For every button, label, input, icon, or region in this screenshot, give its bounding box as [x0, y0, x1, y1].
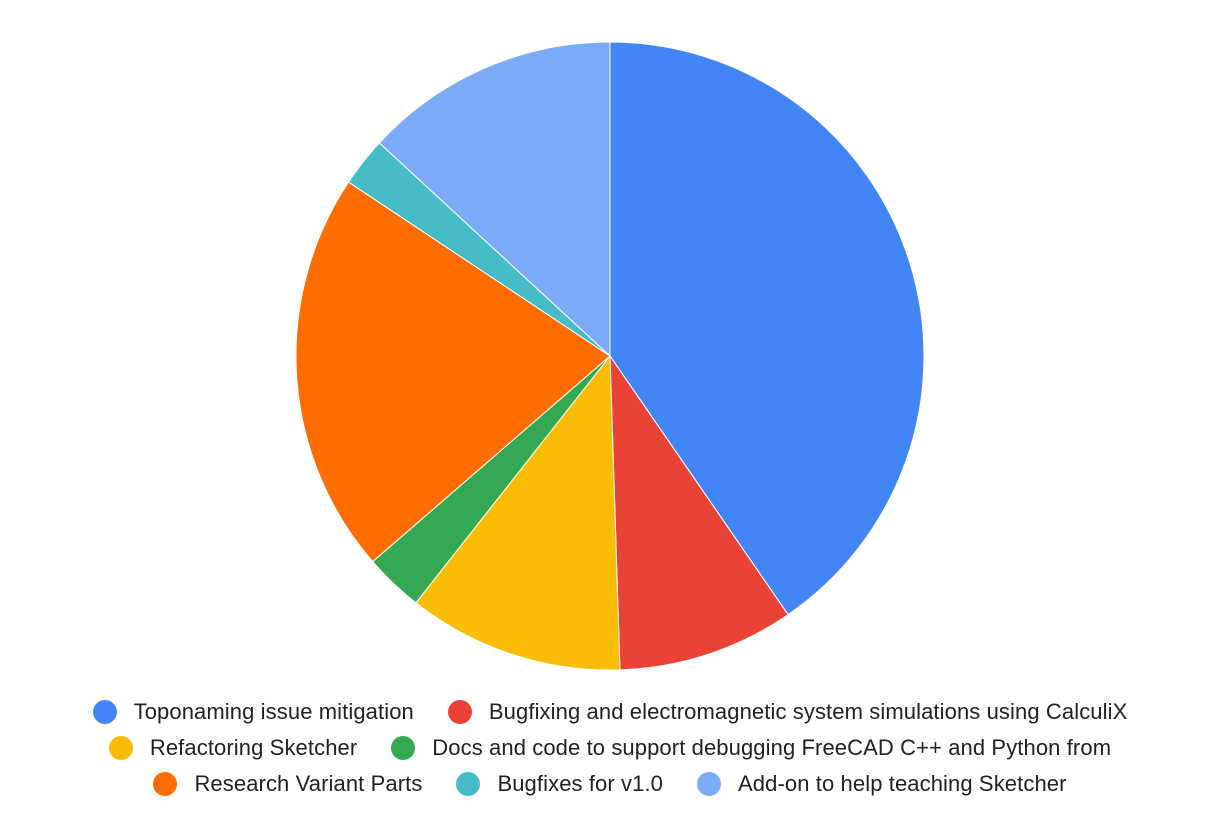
legend-swatch-icon: [456, 772, 481, 796]
chart-legend: Toponaming issue mitigation Bugfixing an…: [0, 694, 1220, 802]
legend-item: Add-on to help teaching Sketcher: [697, 771, 1067, 797]
legend-row: Refactoring Sketcher Docs and code to su…: [0, 730, 1220, 766]
legend-label: Bugfixing and electromagnetic system sim…: [488, 699, 1128, 724]
legend-label: Refactoring Sketcher: [149, 735, 358, 760]
legend-item: Bugfixing and electromagnetic system sim…: [447, 699, 1128, 725]
legend-label: Add-on to help teaching Sketcher: [738, 771, 1067, 796]
legend-swatch-icon: [153, 772, 178, 796]
pie-slice: [378, 41, 611, 358]
legend-item: Bugfixes for v1.0: [456, 771, 663, 797]
pie-slice: [295, 181, 611, 563]
legend-item: Refactoring Sketcher: [108, 735, 358, 761]
legend-swatch-icon: [391, 736, 416, 760]
legend-item: Docs and code to support debugging FreeC…: [391, 735, 1111, 761]
legend-item: Research Variant Parts: [153, 771, 422, 797]
legend-label: Research Variant Parts: [194, 771, 423, 796]
pie-slice: [415, 354, 621, 671]
legend-swatch-icon: [697, 772, 722, 796]
legend-label: Bugfixes for v1.0: [497, 771, 664, 796]
legend-row: Research Variant Parts Bugfixes for v1.0…: [0, 766, 1220, 802]
legend-label: Docs and code to support debugging FreeC…: [432, 735, 1112, 760]
pie-chart-svg: [295, 41, 925, 671]
legend-swatch-icon: [447, 700, 472, 724]
pie-slice: [609, 41, 925, 616]
legend-row: Toponaming issue mitigation Bugfixing an…: [0, 694, 1220, 730]
legend-label: Toponaming issue mitigation: [133, 699, 414, 724]
legend-item: Toponaming issue mitigation: [92, 699, 414, 725]
pie-slice: [609, 354, 789, 671]
legend-swatch-icon: [92, 700, 117, 724]
legend-swatch-icon: [108, 736, 133, 760]
